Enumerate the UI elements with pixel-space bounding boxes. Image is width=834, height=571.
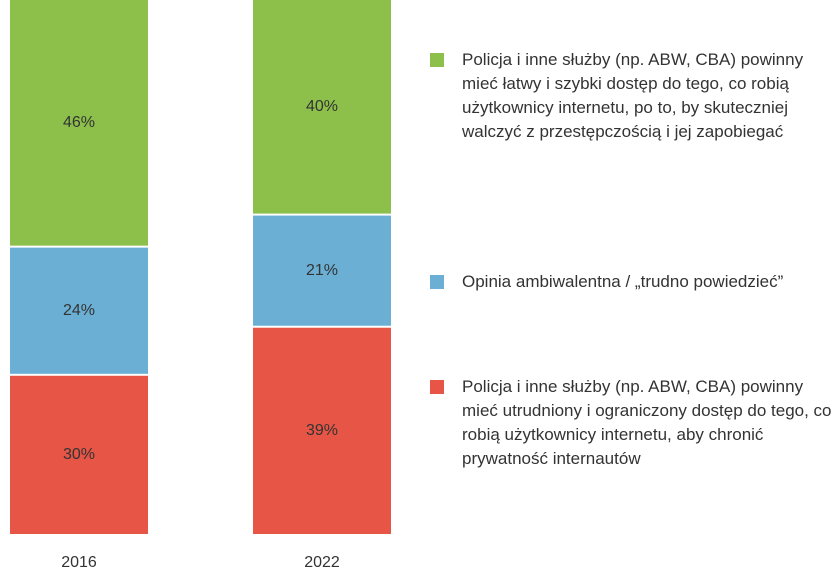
x-tick-label: 2016 [61,554,97,571]
legend-swatch [430,275,444,289]
bar-segment [10,0,148,246]
data-label: 39% [306,422,338,439]
legend-swatch [430,53,444,67]
x-tick-label: 2022 [304,554,340,571]
legend-label: Opinia ambiwalentna / „trudno powiedzieć… [462,272,784,291]
bar-segment [253,0,391,214]
legend-item: Policja i inne służby (np. ABW, CBA) pow… [430,375,832,471]
data-label: 40% [306,98,338,115]
data-label: 30% [63,446,95,463]
legend-swatch [430,380,444,394]
bar-segment [253,215,391,326]
legend-label: Policja i inne służby (np. ABW, CBA) pow… [462,50,804,141]
data-label: 24% [63,302,95,319]
legend-item: Opinia ambiwalentna / „trudno powiedzieć… [430,270,830,294]
legend-item: Policja i inne służby (np. ABW, CBA) pow… [430,48,830,144]
bar-segment [10,375,148,534]
data-label: 21% [306,262,338,279]
bar-segment [10,247,148,374]
bar-segment [253,327,391,534]
legend-label: Policja i inne służby (np. ABW, CBA) pow… [462,377,832,468]
data-label: 46% [63,114,95,131]
